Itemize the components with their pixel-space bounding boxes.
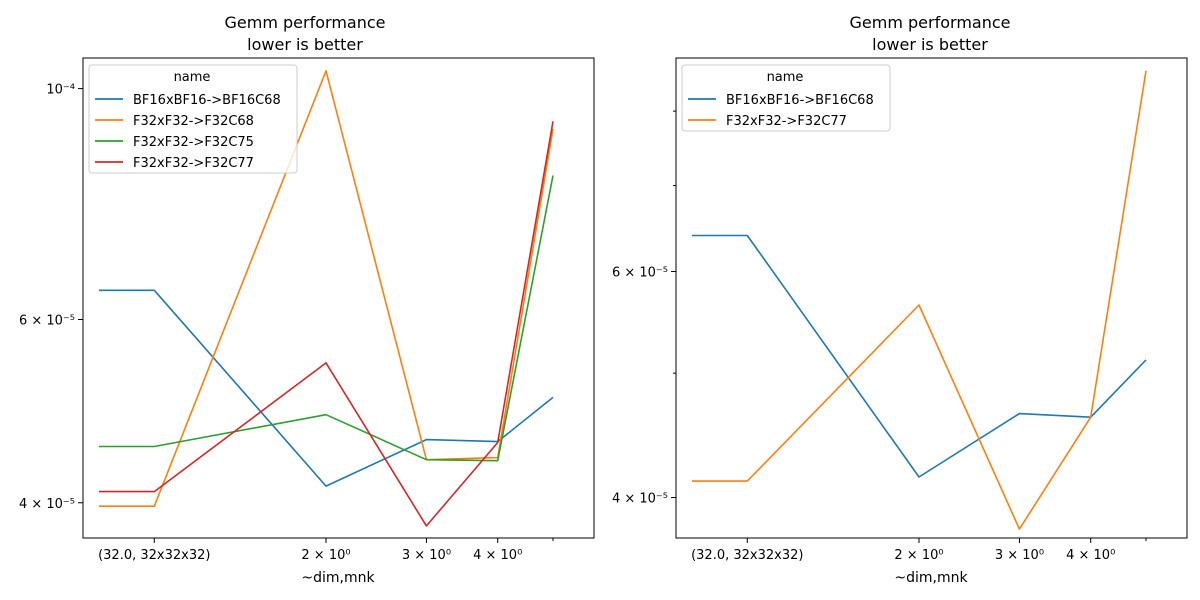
x-tick-label: 4 × 10⁰ bbox=[473, 548, 522, 563]
x-axis-label: ~dim,mnk bbox=[894, 570, 968, 586]
x-tick-label: (32.0, 32x32x32) bbox=[691, 548, 803, 563]
legend-box bbox=[88, 64, 298, 174]
series-line-1 bbox=[692, 234, 1147, 478]
legend-label: F32xF32->F32C77 bbox=[726, 114, 847, 129]
legend-label: F32xF32->F32C77 bbox=[133, 156, 254, 171]
series-line-2 bbox=[692, 70, 1147, 530]
x-tick-label: 2 × 10⁰ bbox=[301, 548, 350, 563]
chart-subtitle: lower is better bbox=[872, 35, 988, 54]
x-tick-label: 3 × 10⁰ bbox=[995, 548, 1044, 563]
y-tick-label: 4 × 10⁻⁵ bbox=[19, 497, 75, 512]
axes-frame bbox=[82, 57, 595, 539]
series-line-2 bbox=[99, 70, 554, 508]
axes-frame bbox=[675, 57, 1188, 539]
legend-label: F32xF32->F32C75 bbox=[133, 135, 254, 150]
plot-area: (32.0, 32x32x32) 2 × 10⁰ 3 × 10⁰ 4 × 10⁰ 4 ×… bbox=[19, 70, 554, 563]
legend-label: F32xF32->F32C68 bbox=[133, 114, 254, 129]
series-line-1 bbox=[99, 289, 554, 487]
chart-title: Gemm performance bbox=[850, 13, 1011, 32]
legend-box bbox=[681, 64, 891, 132]
y-tick-label: 6 × 10⁻⁵ bbox=[19, 313, 75, 328]
x-tick-label: 4 × 10⁰ bbox=[1066, 548, 1115, 563]
legend-label: BF16xBF16->BF16C68 bbox=[133, 93, 281, 108]
legend-title: name bbox=[767, 70, 804, 85]
y-tick-label: 10⁻⁴ bbox=[46, 83, 75, 98]
legend-label: BF16xBF16->BF16C68 bbox=[726, 93, 874, 108]
chart-subtitle: lower is better bbox=[247, 35, 363, 54]
x-tick-label: (32.0, 32x32x32) bbox=[98, 548, 210, 563]
legend: name BF16xBF16->BF16C68 F32xF32->F32C68 F3… bbox=[88, 64, 298, 174]
x-tick-label: 3 × 10⁰ bbox=[402, 548, 451, 563]
y-tick-label: 4 × 10⁻⁵ bbox=[612, 492, 668, 507]
legend-title: name bbox=[174, 70, 211, 85]
plot-area: (32.0, 32x32x32) 2 × 10⁰ 3 × 10⁰ 4 × 10⁰ 4 ×… bbox=[612, 70, 1147, 563]
chart-panel-right: Gemm performance lower is better (32.0, … bbox=[612, 13, 1188, 586]
x-tick-label: 2 × 10⁰ bbox=[894, 548, 943, 563]
x-axis-label: ~dim,mnk bbox=[301, 570, 375, 586]
legend: name BF16xBF16->BF16C68 F32xF32->F32C77 bbox=[681, 64, 891, 132]
series-line-4 bbox=[99, 121, 554, 527]
chart-panel-left: Gemm performance lower is better (32.0, … bbox=[19, 13, 595, 586]
y-tick-label: 6 × 10⁻⁵ bbox=[612, 266, 668, 281]
chart-title: Gemm performance bbox=[225, 13, 386, 32]
series-line-3 bbox=[99, 175, 554, 462]
